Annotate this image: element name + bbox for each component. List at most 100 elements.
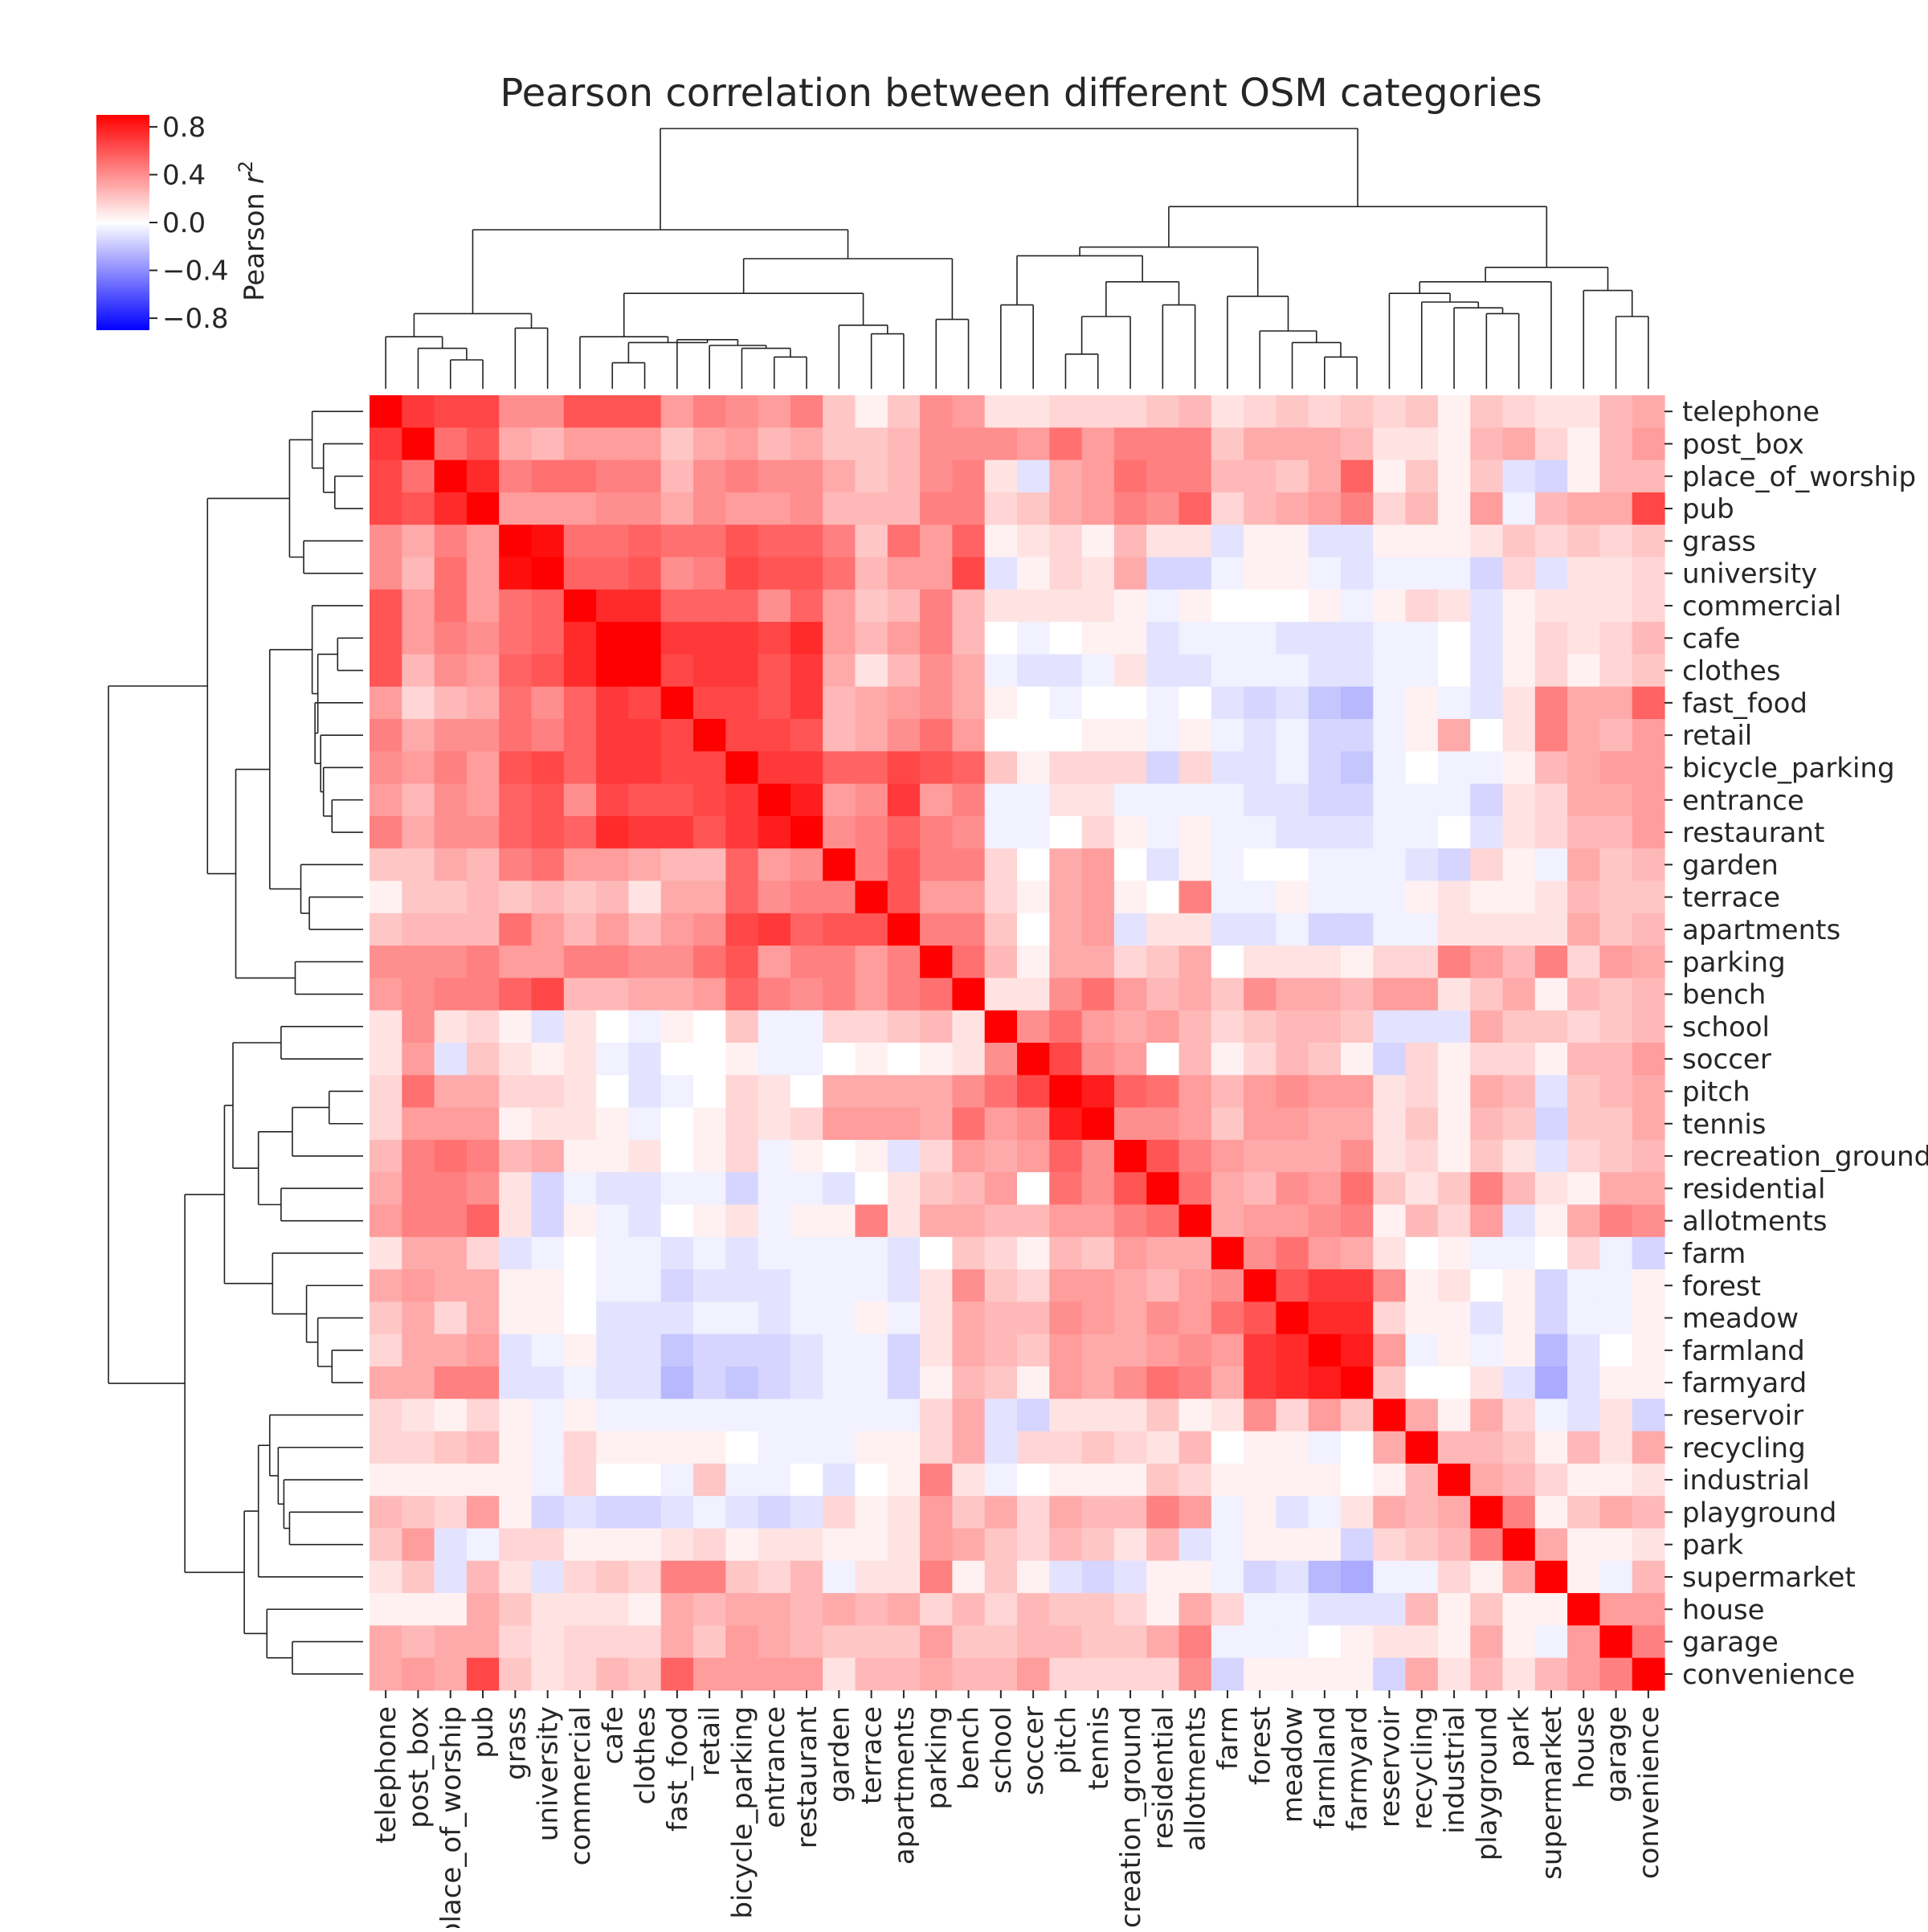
heatmap-cell-pitch-park: [1502, 1075, 1536, 1109]
heatmap-cell-pub-school: [984, 492, 1018, 525]
heatmap-cell-school-soccer: [1017, 1010, 1050, 1044]
heatmap-cell-entrance-commercial: [563, 783, 597, 817]
heatmap-cell-residential-recycling: [1405, 1172, 1439, 1206]
heatmap-cell-farm-allotments: [1178, 1236, 1212, 1270]
heatmap-cell-retail-school: [984, 719, 1018, 752]
colorbar-label-exp: 2: [235, 161, 257, 173]
heatmap-cell-commercial-clothes: [628, 589, 662, 623]
heatmap-cell-park-farmland: [1308, 1528, 1342, 1562]
heatmap-cell-garage-grass: [499, 1625, 533, 1659]
heatmap-cell-supermarket-tennis: [1081, 1560, 1115, 1594]
heatmap-cell-park-soccer: [1017, 1528, 1050, 1562]
heatmap-cell-house-park: [1502, 1593, 1536, 1626]
heatmap-cell-post_box-reservoir: [1373, 427, 1407, 461]
heatmap-cell-place_of_worship-industrial: [1437, 460, 1471, 493]
heatmap-cell-bench-playground: [1470, 978, 1504, 1011]
heatmap-cell-recreation_ground-residential: [1146, 1139, 1180, 1173]
heatmap-cell-forest-reservoir: [1373, 1269, 1407, 1302]
heatmap-cell-parking-place_of_worship: [434, 946, 468, 978]
heatmap-cell-farm-bicycle_parking: [725, 1236, 759, 1270]
heatmap-cell-industrial-recycling: [1405, 1463, 1439, 1497]
heatmap-cell-reservoir-convenience: [1632, 1399, 1665, 1432]
heatmap-cell-playground-recreation_ground: [1113, 1496, 1147, 1530]
heatmap-cell-restaurant-farmland: [1308, 815, 1342, 849]
heatmap-cell-garage-park: [1502, 1625, 1536, 1659]
heatmap-cell-clothes-retail: [693, 654, 726, 688]
heatmap-cell-entrance-residential: [1146, 783, 1180, 817]
heatmap-cell-convenience-recreation_ground: [1113, 1657, 1147, 1691]
heatmap-cell-recycling-retail: [693, 1431, 726, 1464]
heatmap-cell-supermarket-farmyard: [1341, 1560, 1374, 1594]
heatmap-cell-parking-school: [984, 946, 1018, 978]
heatmap-cell-recycling-allotments: [1178, 1431, 1212, 1464]
heatmap-cell-place_of_worship-park: [1502, 460, 1536, 493]
heatmap-cell-apartments-garage: [1599, 913, 1633, 946]
heatmap-cell-bench-farmyard: [1341, 978, 1374, 1011]
heatmap-cell-allotments-school: [984, 1204, 1018, 1238]
heatmap-cell-grass-clothes: [628, 525, 662, 558]
heatmap-cell-farmland-garage: [1599, 1334, 1633, 1367]
heatmap-cell-garage-forest: [1244, 1625, 1276, 1659]
heatmap-cell-park-convenience: [1632, 1528, 1665, 1562]
heatmap-cell-farmland-soccer: [1017, 1334, 1050, 1367]
heatmap-cell-restaurant-garage: [1599, 815, 1633, 849]
heatmap-cell-grass-retail: [693, 525, 726, 558]
heatmap-cell-house-retail: [693, 1593, 726, 1626]
heatmap-cell-allotments-recreation_ground: [1113, 1204, 1147, 1238]
heatmap-cell-restaurant-apartments: [887, 815, 921, 849]
heatmap-cell-pub-place_of_worship: [434, 492, 468, 525]
row-label-entrance: entrance: [1682, 785, 1804, 817]
heatmap-cell-farmyard-supermarket: [1534, 1366, 1568, 1399]
heatmap-cell-house-forest: [1244, 1593, 1276, 1626]
heatmap-cell-farm-farmland: [1308, 1236, 1342, 1270]
heatmap-cell-industrial-park: [1502, 1463, 1536, 1497]
heatmap-cell-garage-garage: [1599, 1625, 1633, 1659]
heatmap-cell-recycling-pub: [466, 1431, 500, 1464]
heatmap-cell-farmyard-terrace: [855, 1366, 888, 1399]
heatmap-cell-reservoir-fast_food: [660, 1399, 694, 1432]
row-label-clothes: clothes: [1682, 656, 1780, 688]
heatmap-cell-cafe-garden: [823, 622, 856, 655]
heatmap-cell-recreation_ground-garage: [1599, 1139, 1633, 1173]
heatmap-cell-terrace-pub: [466, 880, 500, 914]
heatmap-cell-allotments-restaurant: [790, 1204, 823, 1238]
heatmap-cell-bench-park: [1502, 978, 1536, 1011]
heatmap-cell-bench-supermarket: [1534, 978, 1568, 1011]
heatmap-cell-fast_food-farm: [1211, 686, 1244, 720]
heatmap-cell-reservoir-clothes: [628, 1399, 662, 1432]
heatmap-cell-convenience-restaurant: [790, 1657, 823, 1691]
heatmap-cell-recreation_ground-bicycle_parking: [725, 1139, 759, 1173]
heatmap-cell-reservoir-residential: [1146, 1399, 1180, 1432]
heatmap-cell-playground-school: [984, 1496, 1018, 1530]
heatmap-cell-bench-retail: [693, 978, 726, 1011]
heatmap-cell-bench-clothes: [628, 978, 662, 1011]
heatmap-cell-park-industrial: [1437, 1528, 1471, 1562]
heatmap-cell-pitch-apartments: [887, 1075, 921, 1109]
heatmap-cell-retail-meadow: [1276, 719, 1309, 752]
column-labels: telephone post_box place_of_worship pub gras…: [370, 1690, 1665, 1932]
heatmap-cell-apartments-apartments: [887, 913, 921, 946]
heatmap-cell-restaurant-bench: [952, 815, 986, 849]
heatmap-cell-industrial-allotments: [1178, 1463, 1212, 1497]
heatmap-cell-fast_food-pitch: [1049, 686, 1083, 720]
row-label-apartments: apartments: [1682, 914, 1840, 946]
heatmap-cell-retail-recycling: [1405, 719, 1439, 752]
heatmap-cell-university-pitch: [1049, 557, 1083, 590]
heatmap-cell-industrial-reservoir: [1373, 1463, 1407, 1497]
heatmap-cell-recycling-farmyard: [1341, 1431, 1374, 1464]
heatmap-cell-university-house: [1567, 557, 1600, 590]
heatmap-cell-pitch-bench: [952, 1075, 986, 1109]
heatmap-cell-bicycle_parking-pub: [466, 751, 500, 785]
heatmap-cell-soccer-commercial: [563, 1043, 597, 1076]
heatmap-cell-apartments-parking: [920, 913, 953, 946]
heatmap-cell-cafe-park: [1502, 622, 1536, 655]
heatmap-cell-convenience-meadow: [1276, 1657, 1309, 1691]
heatmap-cell-post_box-school: [984, 427, 1018, 461]
heatmap-cell-forest-allotments: [1178, 1269, 1212, 1302]
heatmap-cell-tennis-bicycle_parking: [725, 1107, 759, 1141]
heatmap-cell-convenience-industrial: [1437, 1657, 1471, 1691]
heatmap-cell-soccer-recreation_ground: [1113, 1043, 1147, 1076]
heatmap-cell-supermarket-park: [1502, 1560, 1536, 1594]
heatmap-cell-convenience-supermarket: [1534, 1657, 1568, 1691]
